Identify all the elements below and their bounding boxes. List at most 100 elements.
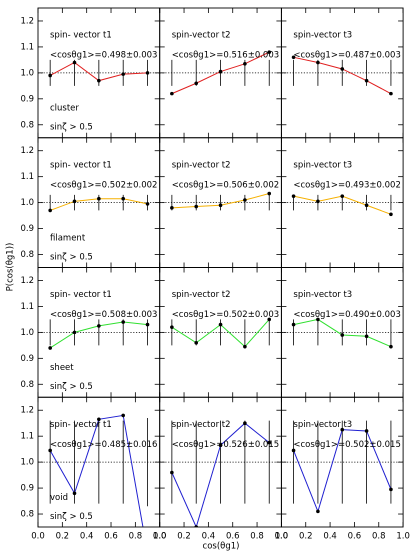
- data-point: [243, 198, 247, 202]
- y-tick-label: 1.1: [20, 42, 34, 52]
- panel-title: spin- vector t1: [50, 420, 112, 430]
- y-tick-label: 1.0: [20, 328, 34, 338]
- panel: 0.0 0.2 0.4 0.6 0.8 1.0 spin-vector t2 <cosθg1>…: [153, 396, 288, 542]
- data-point: [121, 196, 125, 201]
- data-point: [340, 333, 345, 337]
- panel-annotation: <cosθg1>=0.526±0.015: [172, 440, 279, 450]
- x-tick-label: 0.4: [202, 532, 216, 542]
- data-point: [72, 491, 77, 496]
- data-point: [145, 322, 150, 327]
- data-point: [194, 81, 199, 86]
- panel-annotation: <cosθg1>=0.490±0.003: [293, 310, 400, 320]
- x-tick-label: 0.6: [226, 532, 240, 542]
- y-tick-label: 0.8: [20, 510, 34, 520]
- data-point: [364, 334, 369, 339]
- data-point: [291, 55, 296, 60]
- data-point: [316, 60, 320, 65]
- x-tick-label: 0.0: [31, 532, 45, 542]
- data-point: [97, 417, 101, 422]
- x-tick-label: 0.2: [299, 532, 313, 542]
- data-point: [340, 194, 345, 198]
- plot-area: [38, 194, 160, 213]
- data-point: [218, 203, 223, 208]
- x-tick-label: 0.2: [56, 532, 70, 542]
- data-point: [389, 344, 393, 349]
- y-tick-label: 1.0: [20, 68, 34, 78]
- x-tick-label: 0.8: [372, 532, 386, 542]
- x-tick-label: 1.0: [153, 532, 167, 542]
- x-tick-label: 1.0: [396, 532, 410, 542]
- data-point: [121, 413, 125, 418]
- panel: 0.8 0.9 1.0 1.1 1.2 spin- vector t1 <cosθg1>=0…: [20, 267, 161, 398]
- data-point: [97, 78, 101, 83]
- data-point: [291, 322, 296, 327]
- y-tick-label: 1.2: [20, 276, 34, 286]
- row-label: cluster: [50, 104, 79, 114]
- data-point: [121, 72, 125, 76]
- plot-area: [159, 191, 282, 211]
- data-point: [97, 196, 101, 201]
- data-point: [243, 344, 247, 349]
- plot-area: [38, 319, 160, 350]
- plot-area: [159, 317, 282, 349]
- panel-title: spin-vector t2: [172, 290, 231, 300]
- panel-annotation: <cosθg1>=0.508±0.003: [50, 310, 157, 320]
- data-point: [97, 324, 101, 328]
- data-point: [291, 448, 296, 453]
- y-tick-label: 0.8: [20, 250, 34, 260]
- panel-annotation: <cosθg1>=0.498±0.003: [50, 51, 157, 61]
- x-axis-label: cos(θg1): [203, 542, 240, 552]
- plot-area: [281, 420, 404, 514]
- panel-title: spin-vector t3: [293, 420, 352, 430]
- data-point: [364, 78, 369, 83]
- data-point: [316, 199, 320, 204]
- y-tick-label: 0.9: [20, 354, 34, 364]
- data-point: [243, 421, 247, 426]
- panel-annotation: <cosθg1>=0.493±0.002: [293, 180, 400, 190]
- y-tick-label: 1.2: [20, 406, 34, 416]
- y-tick-label: 1.1: [20, 432, 34, 442]
- panel-frame: [280, 396, 404, 528]
- plot-area: [38, 413, 160, 527]
- plot-area: [159, 50, 282, 96]
- x-tick-label: 0.4: [80, 532, 94, 542]
- panel-title: spin-vector t2: [172, 420, 231, 430]
- panel-annotation: <cosθg1>=0.502±0.015: [293, 440, 400, 450]
- panel-title: spin- vector t1: [50, 160, 112, 170]
- data-point: [267, 191, 272, 196]
- y-axis-label: P(cos(θg1)): [6, 243, 16, 292]
- panel-title: spin-vector t2: [172, 160, 231, 170]
- panel: 0.8 0.9 1.0 1.1 1.2 spin- vector t1 <cosθg1>=0…: [20, 7, 161, 139]
- data-point: [170, 206, 174, 210]
- data-point: [194, 204, 199, 209]
- panel-annotation: <cosθg1>=0.487±0.003: [293, 51, 400, 61]
- x-tick-label: 0.4: [323, 532, 337, 542]
- y-tick-label: 0.9: [20, 484, 34, 494]
- panel: spin-vector t2 <cosθg1>=0.502±0.003: [159, 267, 282, 398]
- y-tick-label: 1.1: [20, 172, 34, 182]
- data-point: [389, 91, 393, 96]
- panel: spin-vector t2 <cosθg1>=0.516±0.003: [159, 7, 282, 139]
- data-point: [72, 330, 77, 335]
- y-tick-label: 1.2: [20, 16, 34, 26]
- panel-annotation: <cosθg1>=0.502±0.002: [50, 180, 157, 190]
- plot-area: [281, 194, 404, 217]
- y-tick-label: 0.9: [20, 224, 34, 234]
- data-point: [48, 73, 52, 78]
- panel-annotation: <cosθg1>=0.506±0.002: [172, 180, 279, 190]
- x-tick-label: 0.6: [348, 532, 362, 542]
- x-tick-label: 0.2: [177, 532, 191, 542]
- panel-annotation: <cosθg1>=0.485±0.016: [50, 440, 157, 450]
- data-point: [194, 340, 199, 345]
- y-tick-label: 0.9: [20, 94, 34, 104]
- panel-title: spin-vector t3: [293, 290, 352, 300]
- data-point: [170, 91, 174, 96]
- panel: 0.8 0.9 1.0 1.1 1.2 0.0 0.2 0.4 0.6 0.8 1.0 spin- v…: [20, 396, 167, 542]
- panel-title: spin-vector t3: [293, 31, 352, 41]
- row-label: filament: [50, 233, 86, 243]
- data-point: [389, 487, 393, 492]
- data-point: [48, 208, 52, 213]
- panel-annotation: <cosθg1>=0.516±0.003: [172, 51, 279, 61]
- plot-area: [281, 317, 404, 349]
